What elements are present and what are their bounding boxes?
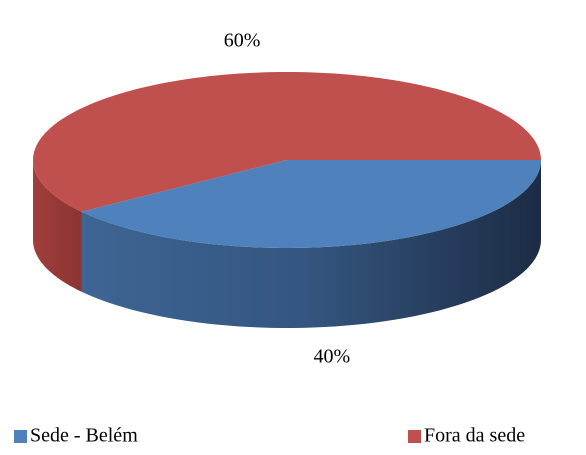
legend-label: Fora da sede bbox=[424, 425, 525, 447]
slice-side bbox=[81, 160, 542, 328]
slice bbox=[33, 72, 541, 212]
slice bbox=[81, 160, 542, 248]
data-label: 40% bbox=[314, 346, 351, 368]
legend-swatch bbox=[14, 430, 27, 443]
legend-swatch bbox=[408, 430, 421, 443]
data-label: 60% bbox=[224, 30, 261, 52]
slice-side bbox=[33, 160, 82, 292]
legend-label: Sede - Belém bbox=[30, 425, 138, 447]
